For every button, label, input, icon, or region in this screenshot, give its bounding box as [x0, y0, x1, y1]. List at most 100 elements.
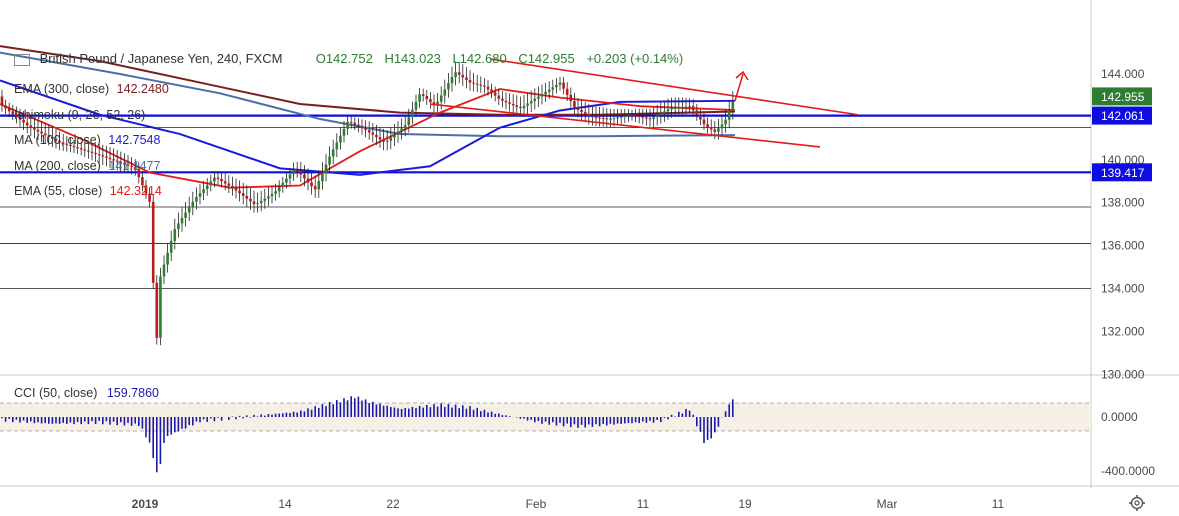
candle-body [652, 117, 655, 120]
candle-body [97, 154, 101, 156]
candle-body [724, 119, 727, 125]
candle-body [295, 170, 299, 172]
candle-body [641, 116, 645, 118]
candle-body [475, 83, 479, 85]
candle-body [324, 164, 328, 173]
candle-body [79, 148, 83, 150]
candle-body [277, 187, 281, 192]
candle-body [569, 94, 573, 102]
candle-body [342, 128, 346, 136]
candle-body [497, 95, 501, 99]
candle-body [587, 114, 591, 117]
time-tick-label: Feb [526, 497, 547, 511]
price-axis: 144.000 140.000 138.000 136.000 134.000 132.0… [1101, 67, 1145, 381]
cci-legend[interactable]: CCI (50, close) 159.7860 [14, 386, 159, 400]
candle-body [663, 111, 666, 114]
candle-body [263, 198, 267, 201]
candle-body [619, 116, 623, 118]
candle-body [461, 74, 465, 78]
candle-body [544, 91, 547, 95]
candle-body [558, 82, 562, 85]
candle-body [76, 147, 79, 149]
candle-body [105, 156, 108, 158]
ma100-line [0, 79, 736, 176]
candle-body [673, 107, 677, 109]
candle-body [450, 77, 454, 84]
candle-body [187, 207, 191, 213]
candle-body [418, 94, 421, 102]
candle-body [223, 181, 227, 184]
time-tick-label: 14 [278, 497, 292, 511]
candle-body [25, 122, 29, 126]
trendline [489, 58, 859, 116]
candle-body [609, 118, 612, 120]
candle-body [501, 98, 504, 101]
candle-body [357, 124, 360, 127]
candle-body [18, 116, 22, 120]
candle-body [411, 109, 414, 118]
price-tick-label: 132.000 [1101, 324, 1145, 338]
candle-body [151, 201, 155, 283]
candle-body [184, 212, 187, 218]
cci-name: CCI (50, close) [14, 386, 98, 400]
candle-body [87, 150, 90, 152]
candle-body [346, 121, 349, 129]
candle-body [573, 101, 576, 108]
candle-body [159, 276, 162, 338]
candle-body [51, 137, 54, 139]
candle-body [220, 178, 223, 182]
horizontal-levels [0, 114, 1091, 289]
candle-body [191, 201, 195, 208]
candle-body [166, 252, 169, 265]
candle-body [591, 116, 594, 118]
candle-body [526, 103, 529, 106]
candle-body [504, 100, 508, 103]
candle-body [627, 115, 630, 117]
candle-body [65, 143, 69, 145]
candle-body [717, 128, 720, 132]
candle-body [511, 103, 515, 106]
candle-body [562, 82, 565, 89]
candle-body [198, 193, 202, 197]
candle-body [439, 95, 443, 102]
indicator-ema55[interactable]: EMA (55, close) 142.3214 [14, 184, 162, 198]
price-tick-label: 134.000 [1101, 282, 1145, 296]
ohlc-close: C142.955 [518, 51, 575, 66]
indicator-ichimoku[interactable]: Ichimoku (9, 26, 52, 26) [14, 107, 146, 122]
candle-body [385, 140, 389, 142]
candle-body [267, 196, 270, 199]
candle-body [281, 182, 285, 188]
price-tick-label: 144.000 [1101, 67, 1145, 81]
candle-body [353, 122, 357, 125]
candle-body [360, 126, 364, 129]
indicator-ma100[interactable]: MA (100, close) 142.7548 [14, 133, 161, 147]
candle-body [7, 108, 11, 112]
candle-body [209, 181, 213, 186]
candle-body [231, 185, 234, 189]
candle-body [292, 170, 295, 175]
candle-body [15, 114, 18, 117]
candle-body [274, 191, 277, 194]
candle-body [565, 88, 569, 95]
candle-body [303, 174, 306, 179]
candle-body [29, 125, 33, 129]
breakout-arrow [734, 73, 744, 102]
candle-body [321, 172, 324, 182]
price-tag-label: 142.955 [1101, 90, 1145, 104]
candle-body [483, 85, 486, 87]
symbol-title[interactable]: British Pound / Japanese Yen, 240, FXCM [39, 51, 283, 66]
candle-body [126, 164, 130, 166]
price-tick-label: 138.000 [1101, 196, 1145, 210]
gear-icon[interactable] [1129, 495, 1145, 511]
indicator-ema300[interactable]: EMA (300, close) 142.2480 [14, 82, 169, 96]
candle-body [33, 128, 36, 130]
indicator-ma200[interactable]: MA (200, close) 141.1477 [14, 158, 161, 173]
candle-body [61, 142, 65, 144]
candle-body [677, 107, 681, 109]
cci-tick-label: -400.0000 [1101, 464, 1155, 478]
candle-body [468, 80, 472, 83]
candle-body [601, 117, 605, 119]
candle-body [551, 87, 555, 90]
candle-body [285, 178, 288, 183]
